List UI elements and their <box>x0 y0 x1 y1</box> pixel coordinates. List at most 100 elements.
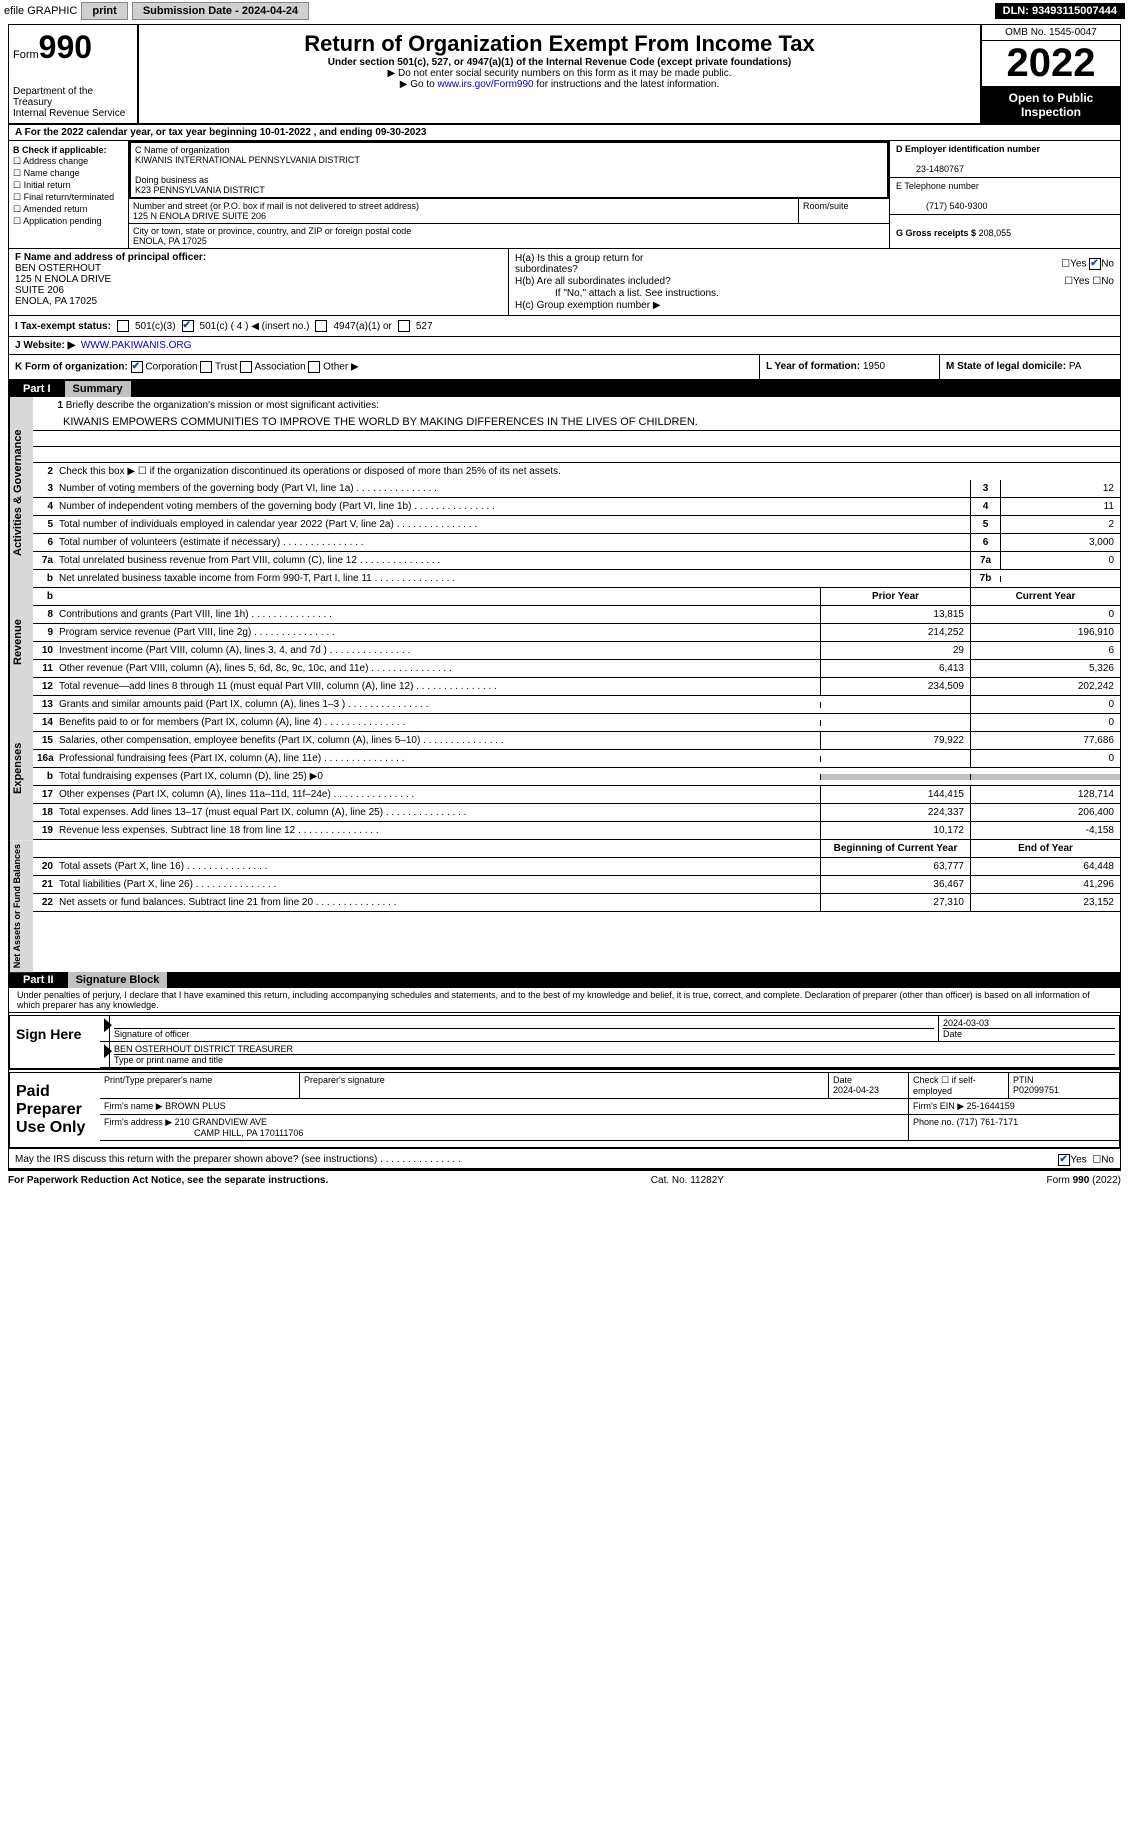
title-box: Return of Organization Exempt From Incom… <box>139 25 980 123</box>
summary-line: 11Other revenue (Part VIII, column (A), … <box>33 660 1120 678</box>
summary-ag: Activities & Governance 1 Briefly descri… <box>9 397 1120 588</box>
prep-name-label: Print/Type preparer's name <box>104 1075 212 1085</box>
cb-amended-return[interactable]: ☐ Amended return <box>13 204 124 215</box>
rev-hdr-b: b <box>33 588 57 605</box>
room-label: Room/suite <box>803 201 849 211</box>
org-name-box: C Name of organization KIWANIS INTERNATI… <box>129 141 889 199</box>
officer-addr1: 125 N ENOLA DRIVE <box>15 274 111 285</box>
website-link[interactable]: WWW.PAKIWANIS.ORG <box>81 340 192 351</box>
summary-line: 2Check this box ▶ ☐ if the organization … <box>33 463 1120 480</box>
gross-box: G Gross receipts $ 208,055 <box>890 215 1120 241</box>
footer-left: For Paperwork Reduction Act Notice, see … <box>8 1175 328 1186</box>
footer-mid: Cat. No. 11282Y <box>651 1175 724 1186</box>
prep-sig-label: Preparer's signature <box>304 1075 385 1085</box>
summary-line: 20Total assets (Part X, line 16)63,77764… <box>33 858 1120 876</box>
l-box: L Year of formation: 1950 <box>760 355 940 379</box>
part1-num: Part I <box>9 381 65 397</box>
street-value: 125 N ENOLA DRIVE SUITE 206 <box>133 211 266 221</box>
ein-label: D Employer identification number <box>896 144 1040 154</box>
vtab-revenue: Revenue <box>9 588 33 696</box>
self-employed-label: Check ☐ if self-employed <box>913 1075 976 1096</box>
row-i: I Tax-exempt status: 501(c)(3) 501(c) ( … <box>9 316 1120 337</box>
prep-date: 2024-04-23 <box>833 1085 879 1095</box>
row-bcd: B Check if applicable: ☐ Address change … <box>9 141 1120 249</box>
m-box: M State of legal domicile: PA <box>940 355 1120 379</box>
summary-line: 19Revenue less expenses. Subtract line 1… <box>33 822 1120 840</box>
dln-label: DLN: 93493115007444 <box>995 3 1125 19</box>
hc-label: H(c) Group exemption number ▶ <box>515 300 661 311</box>
tel-box: E Telephone number(717) 540-9300 <box>890 178 1120 215</box>
row-a: A For the 2022 calendar year, or tax yea… <box>9 125 1120 141</box>
hb-note: If "No," attach a list. See instructions… <box>515 288 719 299</box>
prep-date-label: Date <box>833 1075 852 1085</box>
cb-trust[interactable] <box>200 361 212 373</box>
city-label: City or town, state or province, country… <box>133 226 411 236</box>
sign-here-block: Sign Here Signature of officer 2024-03-0… <box>9 1015 1120 1070</box>
cb-final-return[interactable]: ☐ Final return/terminated <box>13 192 124 203</box>
net-header: Beginning of Current Year End of Year <box>33 840 1120 858</box>
summary-line: 10Investment income (Part VIII, column (… <box>33 642 1120 660</box>
ein-box: D Employer identification number23-14807… <box>890 141 1120 178</box>
col-d: D Employer identification number23-14807… <box>890 141 1120 248</box>
street-label: Number and street (or P.O. box if mail i… <box>133 201 419 211</box>
mission-label: Briefly describe the organization's miss… <box>66 400 379 411</box>
l-label: L Year of formation: <box>766 361 860 372</box>
firm-addr-label: Firm's address ▶ <box>104 1117 172 1127</box>
i-label: I Tax-exempt status: <box>15 321 111 332</box>
city-box: City or town, state or province, country… <box>129 224 889 248</box>
cb-initial-return[interactable]: ☐ Initial return <box>13 180 124 191</box>
mission-blank2 <box>33 447 1120 463</box>
form-number-box: Form990 Department of the Treasury Inter… <box>9 25 139 123</box>
vtab-expenses: Expenses <box>9 696 33 840</box>
print-button[interactable]: print <box>81 2 127 20</box>
room-box: Room/suite <box>799 199 889 224</box>
paid-preparer-block: Paid Preparer Use Only Print/Type prepar… <box>9 1072 1120 1149</box>
ha-no-check[interactable] <box>1089 258 1101 270</box>
cb-corp[interactable] <box>131 361 143 373</box>
summary-line: 4Number of independent voting members of… <box>33 498 1120 516</box>
org-name-label: C Name of organization <box>135 145 230 155</box>
cb-assoc[interactable] <box>240 361 252 373</box>
form-header: Form990 Department of the Treasury Inter… <box>9 25 1120 125</box>
submission-date-button[interactable]: Submission Date - 2024-04-24 <box>132 2 309 20</box>
summary-line: 6Total number of volunteers (estimate if… <box>33 534 1120 552</box>
omb-label: OMB No. 1545-0047 <box>982 25 1120 41</box>
col-b: B Check if applicable: ☐ Address change … <box>9 141 129 248</box>
discuss-yes[interactable] <box>1058 1154 1070 1166</box>
row-a-text: A For the 2022 calendar year, or tax yea… <box>15 127 426 138</box>
officer-addr3: ENOLA, PA 17025 <box>15 296 97 307</box>
summary-line: 5Total number of individuals employed in… <box>33 516 1120 534</box>
summary-line: 8Contributions and grants (Part VIII, li… <box>33 606 1120 624</box>
cb-501c[interactable] <box>182 320 194 332</box>
row-j: J Website: ▶ WWW.PAKIWANIS.ORG <box>9 337 1120 355</box>
summary-line: 12Total revenue—add lines 8 through 11 (… <box>33 678 1120 696</box>
form-label: Form <box>13 49 39 61</box>
l-value: 1950 <box>863 361 885 372</box>
cb-other[interactable] <box>308 361 320 373</box>
cb-527[interactable] <box>398 320 410 332</box>
rev-header: b Prior Year Current Year <box>33 588 1120 606</box>
sig-date: 2024-03-03 <box>943 1018 989 1028</box>
f-label: F Name and address of principal officer: <box>15 252 206 263</box>
summary-line: bTotal fundraising expenses (Part IX, co… <box>33 768 1120 786</box>
summary-line: 17Other expenses (Part IX, column (A), l… <box>33 786 1120 804</box>
ptin-value: P02099751 <box>1013 1085 1059 1095</box>
irs-link[interactable]: www.irs.gov/Form990 <box>437 79 533 90</box>
cb-name-change[interactable]: ☐ Name change <box>13 168 124 179</box>
summary-line: bNet unrelated business taxable income f… <box>33 570 1120 588</box>
summary-line: 9Program service revenue (Part VIII, lin… <box>33 624 1120 642</box>
officer-name: BEN OSTERHOUT <box>15 263 101 274</box>
sign-here-label: Sign Here <box>10 1016 100 1068</box>
cb-501c3[interactable] <box>117 320 129 332</box>
ha-label: H(a) Is this a group return for subordin… <box>515 253 695 275</box>
page-footer: For Paperwork Reduction Act Notice, see … <box>0 1173 1129 1188</box>
form-title: Return of Organization Exempt From Incom… <box>145 31 974 57</box>
mission-text: KIWANIS EMPOWERS COMMUNITIES TO IMPROVE … <box>33 414 1120 431</box>
cb-application-pending[interactable]: ☐ Application pending <box>13 216 124 227</box>
summary-line: 22Net assets or fund balances. Subtract … <box>33 894 1120 912</box>
boy-hdr: Beginning of Current Year <box>820 840 970 857</box>
firm-name-label: Firm's name ▶ <box>104 1101 163 1111</box>
cb-address-change[interactable]: ☐ Address change <box>13 156 124 167</box>
cb-4947[interactable] <box>315 320 327 332</box>
date-label: Date <box>943 1028 1115 1039</box>
